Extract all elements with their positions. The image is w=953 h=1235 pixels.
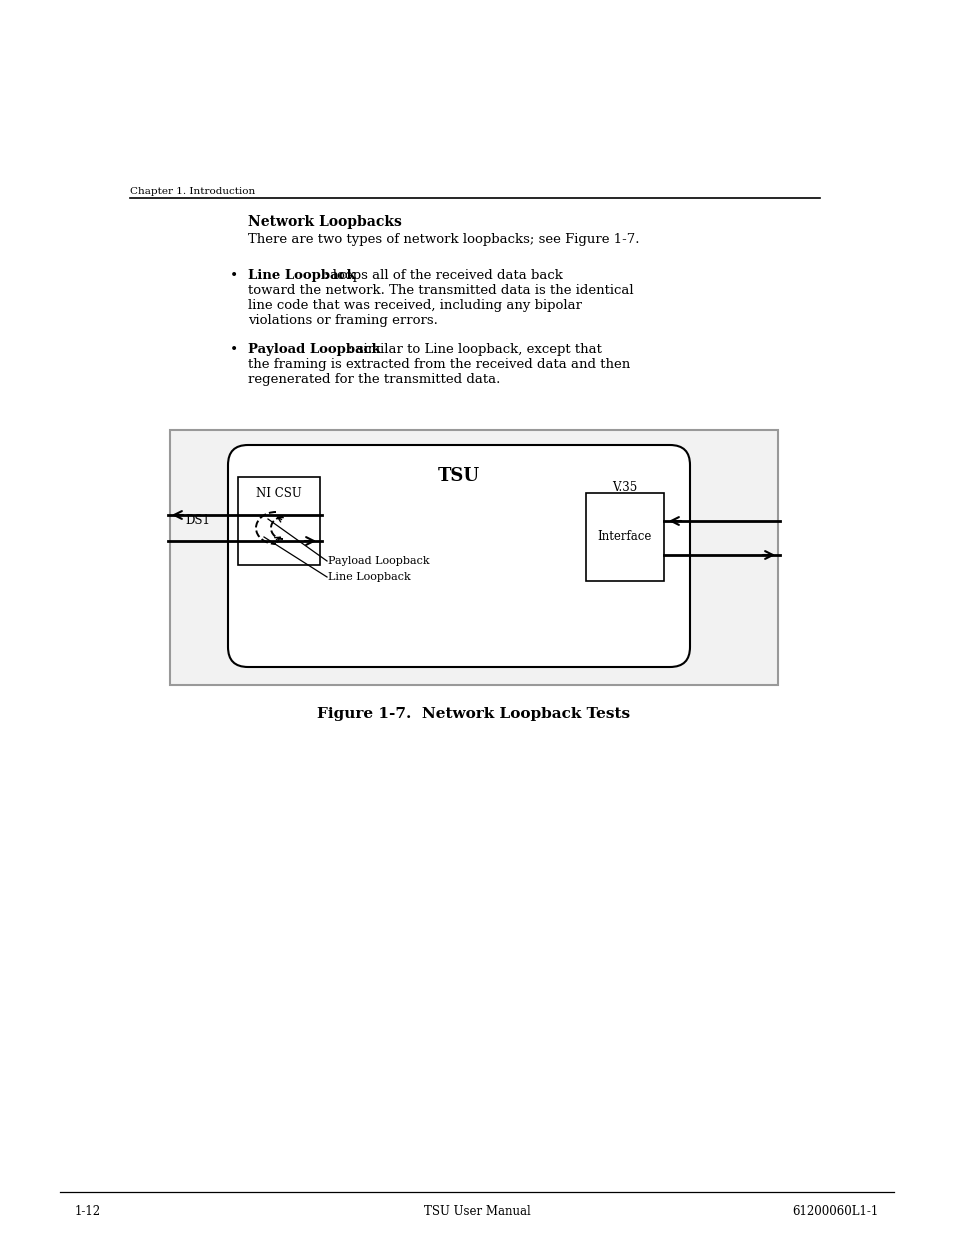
FancyBboxPatch shape: [585, 493, 663, 580]
Text: line code that was received, including any bipolar: line code that was received, including a…: [248, 299, 581, 312]
Text: •: •: [230, 343, 238, 357]
Text: Network Loopbacks: Network Loopbacks: [248, 215, 401, 228]
Text: •: •: [230, 269, 238, 283]
Text: Chapter 1. Introduction: Chapter 1. Introduction: [130, 186, 255, 196]
Text: the framing is extracted from the received data and then: the framing is extracted from the receiv…: [248, 358, 630, 370]
Text: NI CSU: NI CSU: [255, 487, 301, 500]
Text: TSU User Manual: TSU User Manual: [423, 1205, 530, 1218]
Text: Figure 1-7.  Network Loopback Tests: Figure 1-7. Network Loopback Tests: [317, 706, 630, 721]
Text: There are two types of network loopbacks; see Figure 1-7.: There are two types of network loopbacks…: [248, 233, 639, 246]
Text: : similar to Line loopback, except that: : similar to Line loopback, except that: [348, 343, 601, 356]
Text: Payload Loopback: Payload Loopback: [248, 343, 380, 356]
Text: violations or framing errors.: violations or framing errors.: [248, 314, 437, 327]
Text: DS1: DS1: [186, 515, 211, 527]
Text: toward the network. The transmitted data is the identical: toward the network. The transmitted data…: [248, 284, 633, 296]
Text: regenerated for the transmitted data.: regenerated for the transmitted data.: [248, 373, 500, 387]
Text: Payload Loopback: Payload Loopback: [328, 556, 429, 566]
FancyBboxPatch shape: [170, 430, 778, 685]
Text: Line Loopback: Line Loopback: [328, 572, 411, 582]
Text: 1-12: 1-12: [75, 1205, 101, 1218]
FancyBboxPatch shape: [237, 477, 319, 564]
Text: : loops all of the received data back: : loops all of the received data back: [324, 269, 562, 282]
FancyBboxPatch shape: [228, 445, 689, 667]
Text: TSU: TSU: [437, 467, 479, 485]
Text: Line Loopback: Line Loopback: [248, 269, 355, 282]
Text: V.35: V.35: [612, 480, 637, 494]
Text: 61200060L1-1: 61200060L1-1: [792, 1205, 878, 1218]
Text: Interface: Interface: [598, 531, 652, 543]
